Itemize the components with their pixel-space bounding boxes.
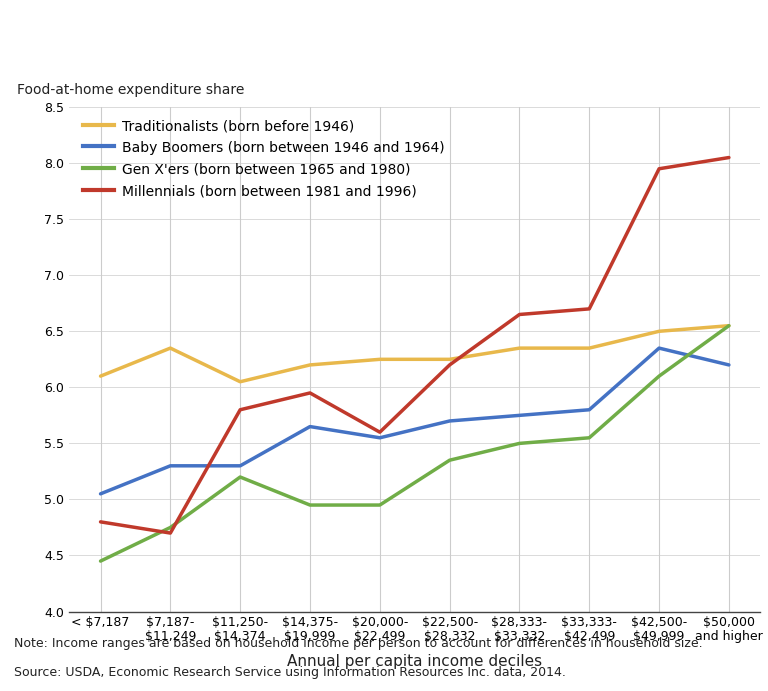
Legend: Traditionalists (born before 1946), Baby Boomers (born between 1946 and 1964), G: Traditionalists (born before 1946), Baby… <box>83 119 445 198</box>
Text: Note: Income ranges are based on household income per person to account for diff: Note: Income ranges are based on househo… <box>14 636 703 650</box>
Text: At-home food expenditure shares spent on vegetables in 2014,: At-home food expenditure shares spent on… <box>17 26 686 45</box>
X-axis label: Annual per capita income deciles: Annual per capita income deciles <box>287 654 542 669</box>
Text: Source: USDA, Economic Research Service using Information Resources Inc. data, 2: Source: USDA, Economic Research Service … <box>14 665 566 679</box>
Text: Food-at-home expenditure share: Food-at-home expenditure share <box>18 83 245 97</box>
Text: by age and income: by age and income <box>17 66 217 84</box>
